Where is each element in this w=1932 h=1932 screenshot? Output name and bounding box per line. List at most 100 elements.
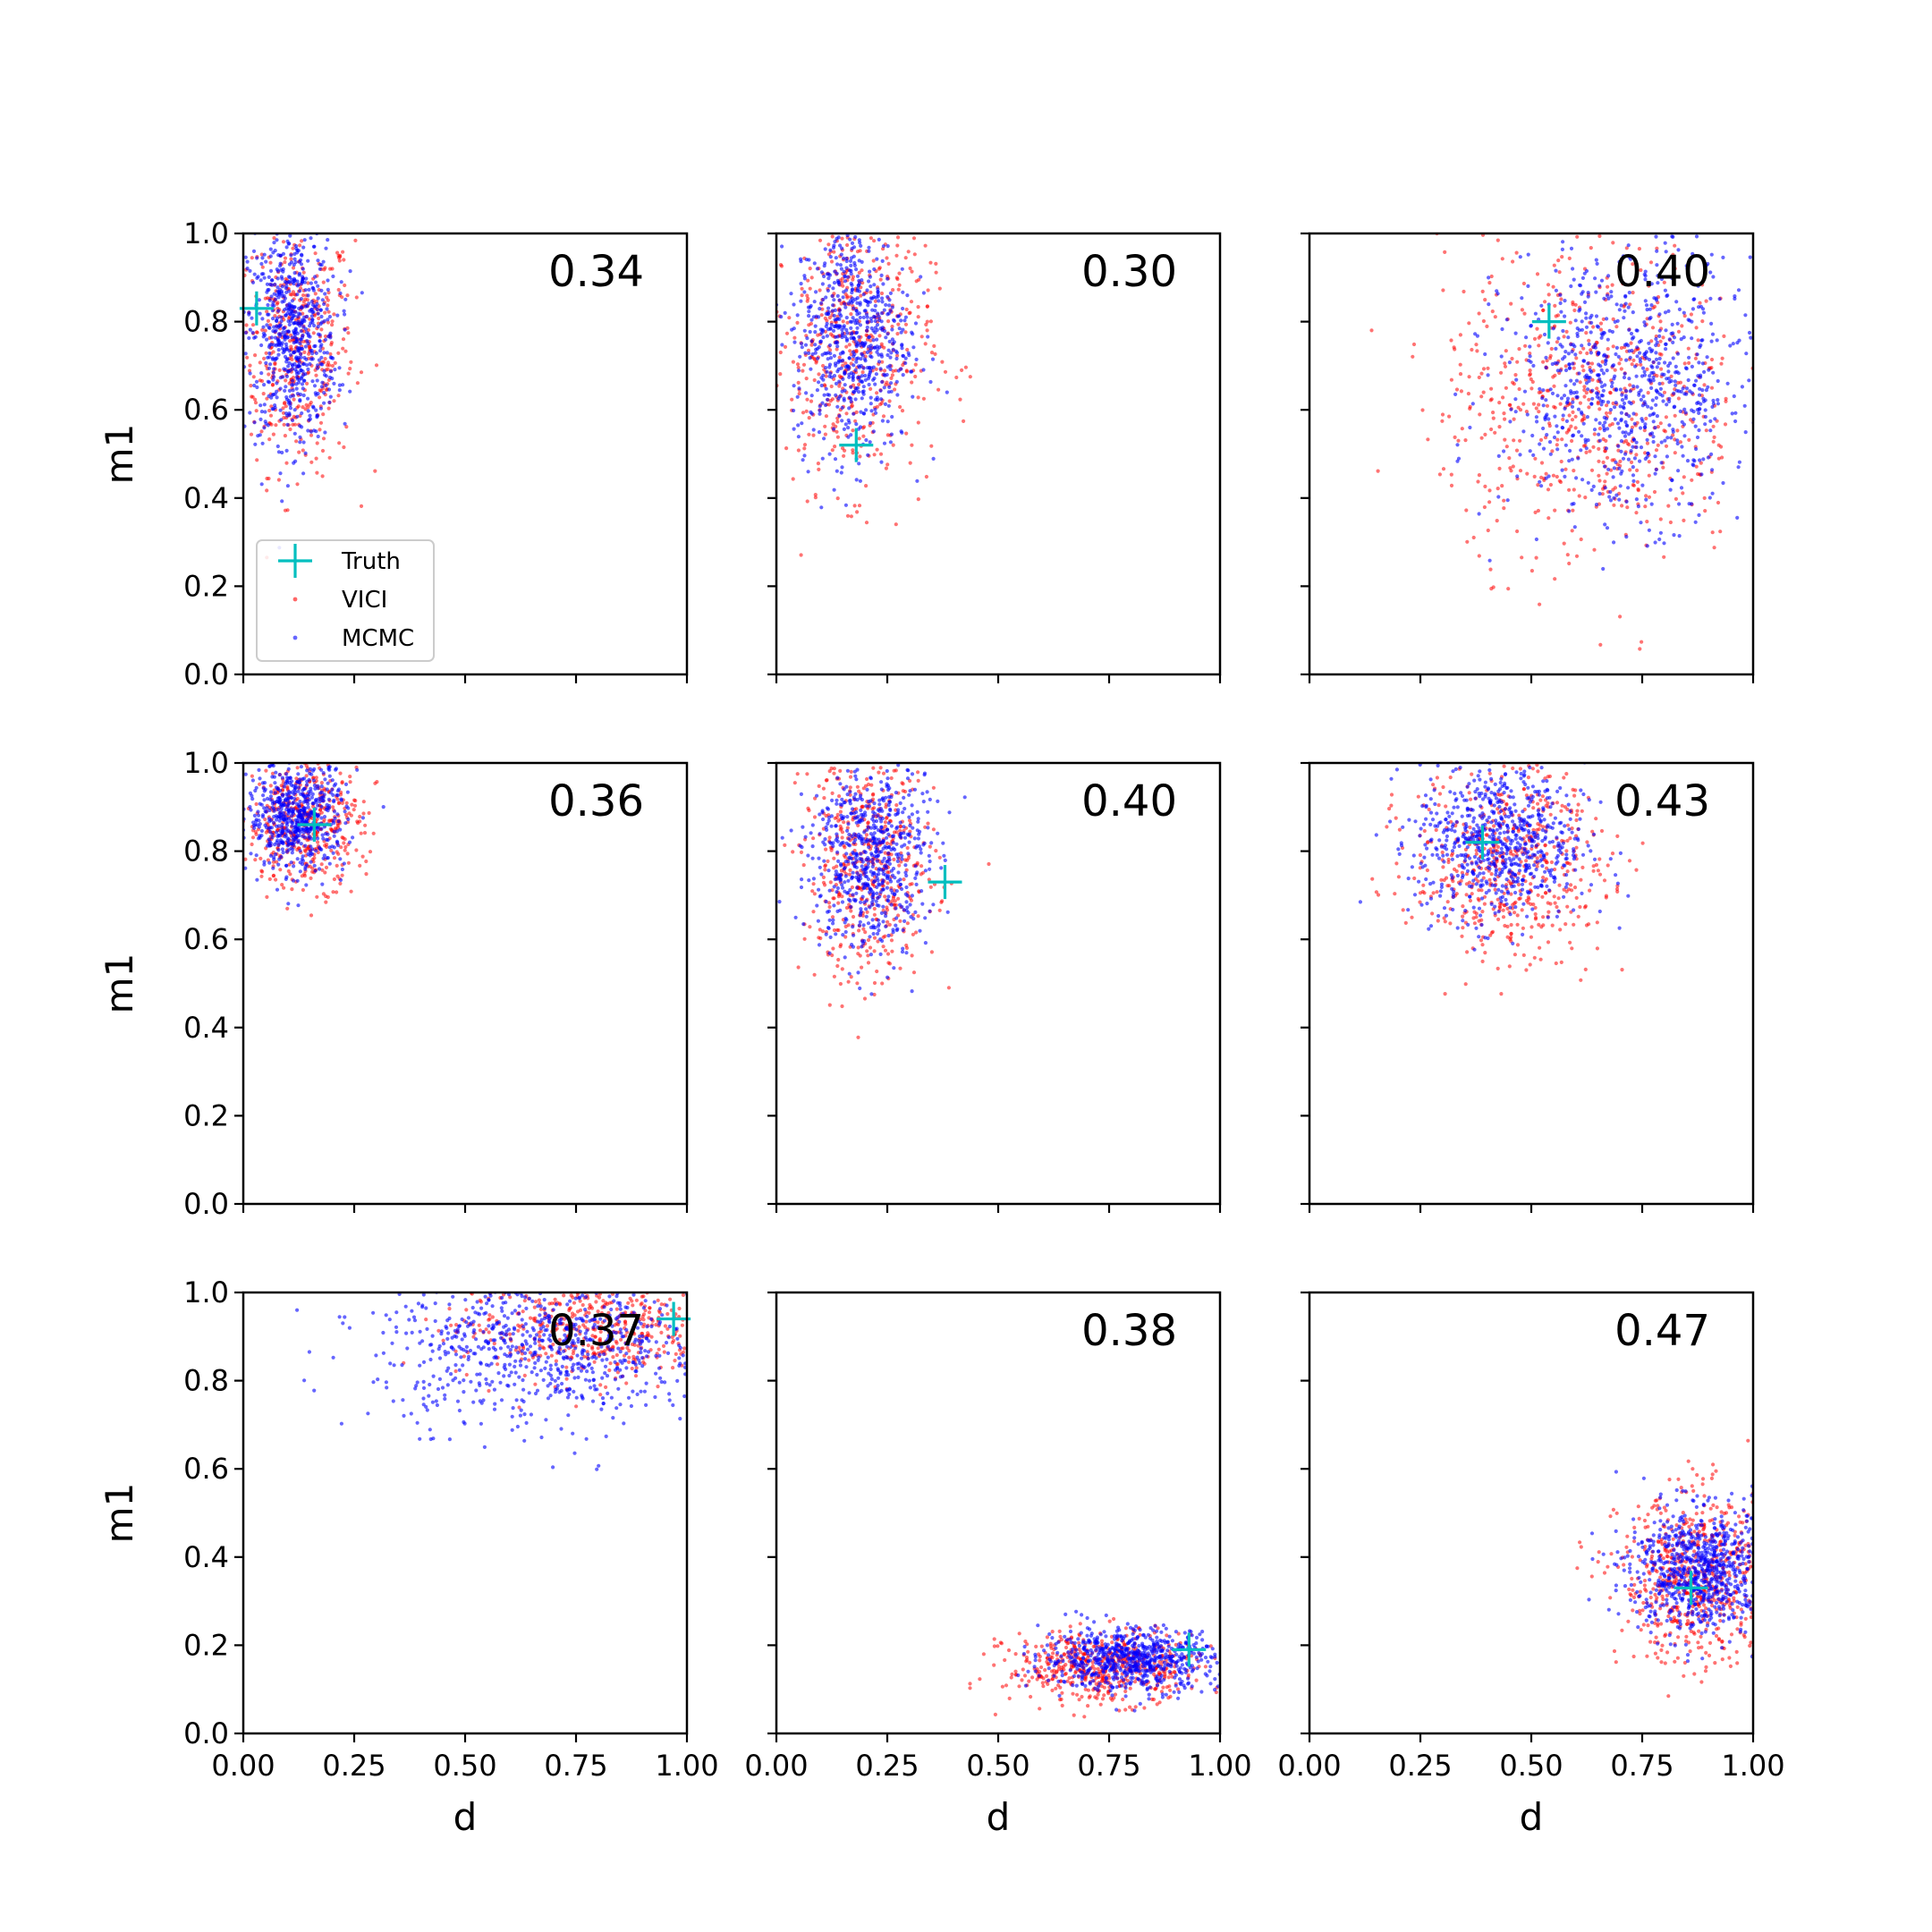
vici-point [1604,411,1609,416]
mcmc-point [1725,381,1730,386]
mcmc-point [867,382,871,387]
mcmc-point [308,361,312,367]
mcmc-point [236,794,240,798]
mcmc-point [280,293,284,299]
mcmc-point [1638,426,1643,430]
mcmc-point [889,389,894,394]
mcmc-point [1561,240,1565,244]
mcmc-point [1709,339,1714,343]
mcmc-point [295,809,300,813]
mcmc-point [840,246,844,250]
vici-point [301,448,305,453]
vici-point [1533,456,1538,461]
vici-point [1555,340,1559,344]
vici-point [1462,289,1466,294]
vici-point [274,877,278,882]
vici-point [854,350,859,354]
mcmc-point [270,745,274,749]
mcmc-point [284,290,289,294]
mcmc-point [1594,314,1599,318]
scatter-points [236,745,386,918]
mcmc-point [879,319,884,324]
vici-point [1454,387,1460,392]
mcmc-point [828,255,833,259]
vici-point [847,343,852,347]
mcmc-point [1572,391,1576,395]
vici-point [250,835,256,840]
vici-point [269,422,274,427]
mcmc-point [284,303,290,308]
vici-point [1546,283,1551,287]
mcmc-point [1597,284,1602,288]
vici-point [229,280,233,284]
vici-point [1681,491,1685,496]
mcmc-point [914,357,919,361]
panel-frame [775,232,1222,676]
mcmc-point [284,792,289,797]
mcmc-point [281,326,286,331]
vici-point [1603,479,1607,484]
mcmc-point [286,275,291,279]
mcmc-point [874,295,878,300]
mcmc-point [299,262,304,267]
mcmc-point [1675,225,1679,229]
mcmc-point [899,318,903,323]
y-tick-label: 0.4 [183,1011,229,1045]
vici-point [292,414,296,419]
vici-point [854,203,858,207]
mcmc-point [1473,332,1478,336]
vici-point [270,382,275,387]
vici-point [857,504,862,508]
mcmc-point [1561,357,1565,361]
mcmc-point [274,770,278,775]
vici-point [318,395,322,400]
mcmc-point [306,342,310,346]
vici-point [1551,228,1555,232]
mcmc-point [303,799,308,804]
mcmc-point [1716,398,1720,402]
vici-point [829,767,834,771]
mcmc-point [325,787,329,792]
mcmc-point [276,309,281,313]
vici-point [364,859,369,864]
vici-point [1510,356,1514,361]
vici-point [266,296,270,301]
vici-point [353,238,358,242]
mcmc-point [828,352,833,356]
mcmc-point [1635,385,1640,389]
mcmc-point [1654,467,1658,472]
vici-point [352,808,356,812]
mcmc-point [839,314,843,318]
mcmc-point [835,293,840,298]
mcmc-point [1619,419,1623,423]
mcmc-point [818,411,822,416]
vici-point [831,946,835,951]
vici-point [288,292,292,297]
vici-point [1618,614,1623,619]
mcmc-point [1518,255,1522,259]
mcmc-point [825,321,829,326]
vici-point [1640,210,1643,214]
vici-point [1447,414,1452,419]
vici-point [1619,114,1623,118]
mcmc-point [1632,456,1637,461]
mcmc-point [829,375,834,379]
mcmc-point [1602,296,1606,301]
mcmc-point [306,293,310,298]
mcmc-point [868,275,873,279]
mcmc-point [253,788,258,793]
mcmc-point [1710,491,1715,496]
vici-point [908,461,912,465]
mcmc-point [1649,282,1654,286]
mcmc-point [1621,430,1625,435]
panel-score: 0.34 [548,247,644,297]
mcmc-point [1617,308,1622,312]
vici-point [1453,347,1457,352]
vici-point [1535,326,1539,331]
mcmc-point [865,288,869,292]
mcmc-point [822,393,826,397]
vici-point [1483,298,1487,302]
mcmc-point [833,318,837,322]
mcmc-point [870,308,875,312]
mcmc-point [868,300,873,304]
